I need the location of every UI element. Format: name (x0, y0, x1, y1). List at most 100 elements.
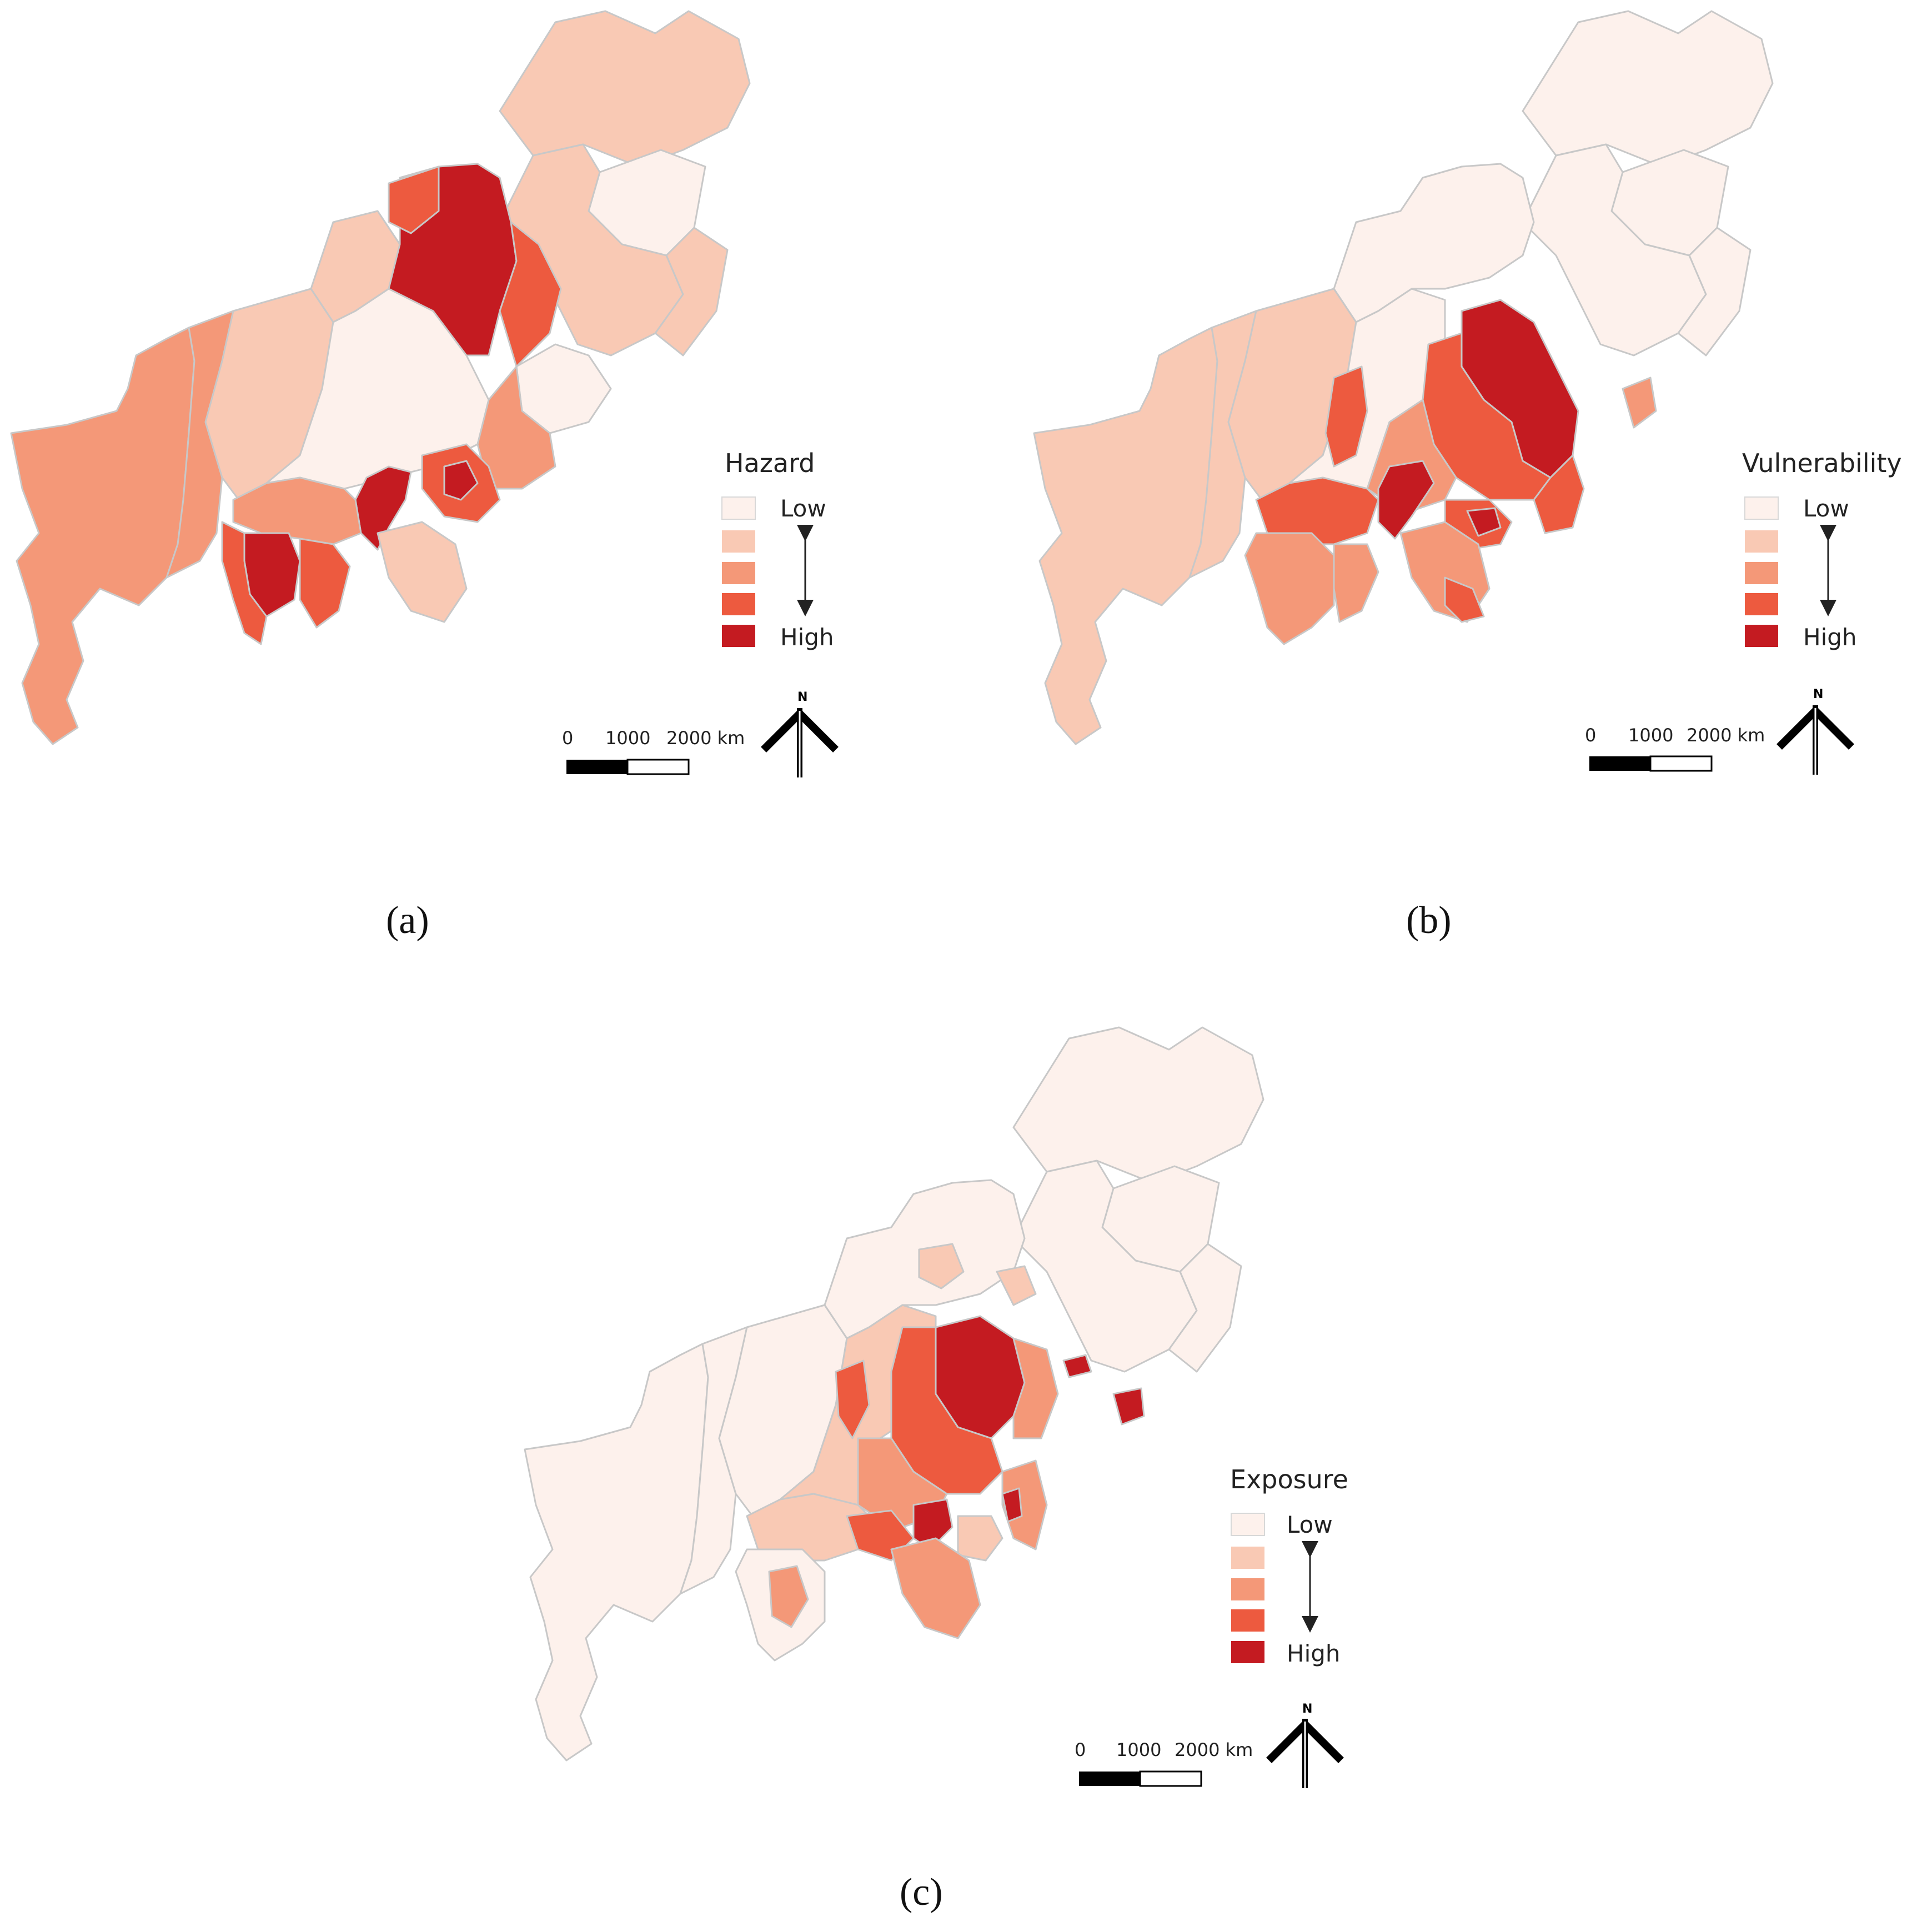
region-c-harbour-dark (912, 1498, 954, 1550)
north-a-label: N (797, 690, 807, 704)
scale-c-white-segment (1139, 1770, 1202, 1787)
region-c-core-ring (890, 1326, 1003, 1495)
scale-c-tick-0: 0 (1075, 1739, 1086, 1760)
region-c-se-orange (1001, 1459, 1048, 1550)
region-c-island (890, 1537, 981, 1639)
region-a-core-top (388, 165, 440, 234)
legend-a-high-label: High (780, 624, 834, 651)
region-c-se-dark (1001, 1487, 1023, 1523)
legend-c-high-label: High (1287, 1640, 1341, 1667)
region-a-sw-orange (232, 476, 362, 545)
legend-a: Hazard Low High (721, 448, 834, 651)
region-c-north-patch (918, 1243, 965, 1289)
north-arrow-b: N (1776, 688, 1854, 775)
region-b-west-delta (1033, 327, 1218, 745)
region-b-peninsula-e (1333, 543, 1379, 623)
legend-b-high-label: High (1803, 624, 1857, 651)
region-b-west-orange (1324, 365, 1368, 468)
region-a-east-2 (654, 227, 729, 357)
map-a (10, 10, 751, 745)
scale-a-white-segment (626, 759, 690, 775)
legend-b: Vulnerability Low High (1742, 448, 1902, 651)
scale-bar-b: 0 1000 2000 km (1585, 725, 1765, 772)
legend-b-class-1-swatch (1744, 496, 1779, 520)
scale-b-black-segment (1589, 756, 1650, 771)
region-b-harbour-e-dark (1466, 507, 1502, 537)
region-a-peninsula-orange (221, 521, 268, 645)
map-c (524, 1026, 1264, 1762)
region-a-ne-1 (499, 10, 751, 168)
legend-a-title: Hazard (725, 448, 815, 478)
region-a-harbour-e-dark (443, 460, 479, 501)
scale-a-tick-2000: 2000 km (666, 727, 745, 749)
scale-b-tick-2000: 2000 km (1687, 725, 1765, 746)
panel-a-hazard: Hazard Low High 0 1000 2000 km N (a) (10, 10, 839, 942)
region-b-north-low (1333, 163, 1535, 323)
region-c-core-e (1012, 1337, 1059, 1439)
scale-c-tick-2000: 2000 km (1175, 1739, 1253, 1760)
region-a-west-delta (10, 327, 195, 745)
region-c-west-delta (524, 1343, 709, 1762)
north-arrow-a: N (761, 690, 839, 777)
scale-bar-c: 0 1000 2000 km (1075, 1739, 1253, 1787)
legend-c-class-2-swatch (1231, 1547, 1264, 1569)
region-c-peninsula-orange (768, 1565, 809, 1628)
legend-c-class-1-swatch (1231, 1513, 1265, 1536)
scale-a-black-segment (566, 760, 628, 774)
region-c-east-2 (1168, 1243, 1242, 1373)
panel-c-exposure: Exposure Low High 0 1000 2000 km N (c) (524, 1026, 1348, 1914)
legend-c: Exposure Low High (1230, 1464, 1348, 1667)
region-a-core-e (499, 221, 562, 368)
legend-b-class-2-swatch (1745, 530, 1778, 553)
scale-a-tick-0: 0 (562, 727, 573, 749)
region-b-island-tip (1444, 576, 1485, 623)
region-a-peninsula-e (299, 538, 351, 629)
legend-c-class-5-swatch (1231, 1641, 1264, 1663)
panel-b-vulnerability: Vulnerability Low High 0 1000 2000 km N … (1033, 10, 1902, 942)
legend-a-class-4-swatch (722, 593, 755, 615)
legend-c-class-3-swatch (1231, 1578, 1264, 1600)
region-c-west-orange (835, 1359, 870, 1439)
legend-c-low-label: Low (1287, 1511, 1333, 1538)
region-b-core-se (1533, 454, 1585, 534)
scale-b-tick-0: 0 (1585, 725, 1596, 746)
north-arrow-c: N (1266, 1702, 1344, 1788)
region-c-far-east-dark (1112, 1387, 1145, 1426)
panel-a-label: (a) (386, 899, 429, 942)
panel-c-label: (c) (900, 1871, 943, 1914)
map-b (1033, 10, 1774, 745)
legend-b-class-4-swatch (1745, 593, 1778, 615)
region-c-harbour-e (957, 1515, 1003, 1562)
scale-bar-a: 0 1000 2000 km (562, 727, 745, 775)
north-b-label: N (1813, 688, 1823, 701)
region-a-island (377, 521, 468, 623)
region-b-ne-1 (1522, 10, 1774, 168)
legend-b-low-label: Low (1803, 495, 1849, 522)
legend-a-class-1-swatch (721, 496, 756, 520)
scale-b-tick-1000: 1000 (1628, 725, 1673, 746)
legend-b-title: Vulnerability (1742, 448, 1902, 478)
legend-a-low-label: Low (780, 495, 826, 522)
region-b-east-2 (1677, 227, 1752, 357)
scale-c-tick-1000: 1000 (1116, 1739, 1161, 1760)
scale-b-white-segment (1649, 755, 1713, 772)
region-b-east-orange (1622, 377, 1657, 429)
legend-c-class-4-swatch (1231, 1609, 1264, 1632)
region-a-mid-orange (476, 365, 556, 490)
legend-a-class-2-swatch (722, 530, 755, 553)
legend-b-class-5-swatch (1745, 625, 1778, 647)
region-c-east-dark (1062, 1354, 1092, 1378)
legend-a-class-5-swatch (722, 625, 755, 647)
panel-b-label: (b) (1406, 899, 1452, 942)
legend-a-class-3-swatch (722, 562, 755, 584)
region-c-north-patch-2 (996, 1265, 1037, 1306)
region-b-peninsula (1244, 532, 1335, 645)
region-b-harbour-dark (1377, 460, 1435, 540)
scale-c-black-segment (1079, 1772, 1140, 1786)
scale-a-tick-1000: 1000 (605, 727, 650, 749)
legend-b-class-3-swatch (1745, 562, 1778, 584)
legend-c-title: Exposure (1230, 1464, 1348, 1494)
north-c-label: N (1302, 1702, 1312, 1716)
region-c-ne-1 (1012, 1026, 1264, 1184)
